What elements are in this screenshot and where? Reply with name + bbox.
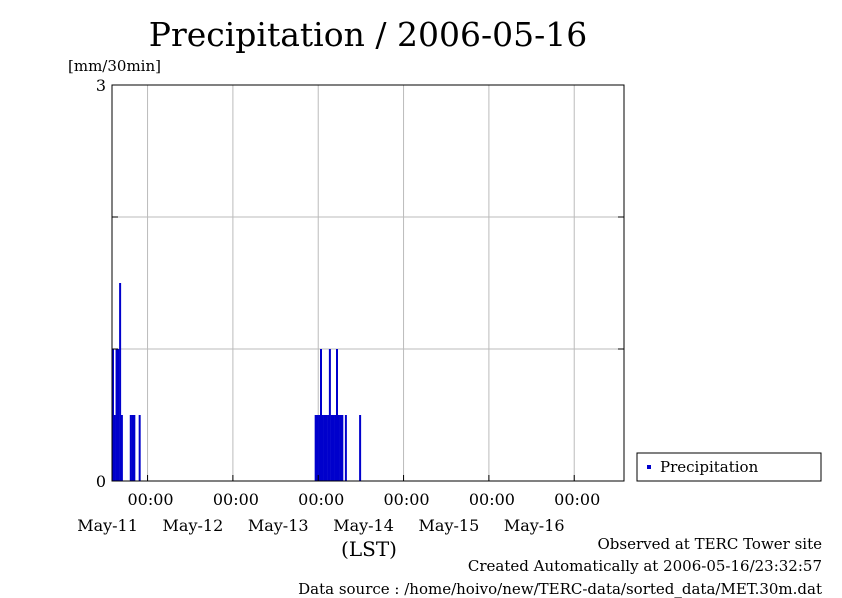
gridlines	[112, 84, 624, 482]
precipitation-bar	[328, 349, 331, 481]
y-tick-label: 0	[96, 472, 106, 491]
x-tick-date-label: May-16	[504, 516, 565, 535]
precipitation-bar	[334, 415, 337, 481]
precipitation-bar	[341, 415, 344, 481]
precipitation-bar	[332, 415, 335, 481]
x-tick-time-label: 00:00	[128, 490, 174, 509]
precipitation-bar	[359, 415, 362, 481]
precipitation-bar	[133, 415, 136, 481]
precipitation-bar	[119, 283, 122, 481]
precipitation-bar	[339, 415, 342, 481]
precipitation-bar	[316, 415, 319, 481]
x-tick-date-label: May-11	[77, 516, 138, 535]
precipitation-bar	[330, 415, 333, 481]
legend-label: Precipitation	[660, 458, 759, 476]
precipitation-bar	[344, 415, 347, 481]
footer-observed: Observed at TERC Tower site	[597, 535, 822, 553]
precipitation-bar	[129, 415, 132, 481]
precipitation-bar	[336, 349, 338, 481]
precipitation-bar	[131, 415, 134, 481]
chart-title: Precipitation / 2006-05-16	[149, 15, 587, 54]
precipitation-bars	[112, 283, 362, 481]
x-tick-time-label: 00:00	[554, 490, 600, 509]
x-tick-date-label: May-12	[163, 516, 224, 535]
precipitation-bar	[138, 415, 141, 481]
footer-created: Created Automatically at 2006-05-16/23:3…	[467, 557, 822, 575]
precipitation-bar	[314, 415, 317, 481]
precipitation-bar	[323, 415, 326, 481]
precipitation-bar	[120, 415, 123, 481]
x-axis-label: (LST)	[341, 537, 397, 561]
precipitation-bar	[327, 415, 330, 481]
precipitation-bar	[113, 415, 116, 481]
x-tick-date-label: May-13	[248, 516, 309, 535]
x-axis-ticks: 00:00 May-11 00:00 May-12 00:00 May-13 00:00 Ma…	[77, 475, 600, 535]
x-tick-time-label: 00:00	[469, 490, 515, 509]
precipitation-bar	[320, 349, 322, 481]
precipitation-bar	[117, 349, 120, 481]
precipitation-bar	[337, 415, 340, 481]
legend: Precipitation	[636, 452, 822, 482]
precipitation-bar	[115, 349, 118, 481]
plot-frame	[111, 84, 625, 482]
x-tick-date-label: May-15	[419, 516, 480, 535]
legend-box	[636, 452, 822, 482]
x-tick-time-label: 00:00	[384, 490, 430, 509]
y-axis-ticks: 03	[96, 76, 624, 491]
x-tick-time-label: 00:00	[213, 490, 259, 509]
y-axis-unit-label: [mm/30min]	[68, 57, 161, 75]
precipitation-bar	[325, 415, 328, 481]
footer-data-source: Data source : /home/hoivo/new/TERC-data/…	[298, 580, 822, 598]
precipitation-bar	[321, 415, 324, 481]
x-tick-date-label: May-14	[333, 516, 394, 535]
precipitation-bar	[112, 349, 114, 481]
precipitation-bar	[318, 415, 321, 481]
x-tick-time-label: 00:00	[298, 490, 344, 509]
legend-swatch	[647, 465, 651, 469]
y-tick-label: 3	[96, 76, 106, 95]
